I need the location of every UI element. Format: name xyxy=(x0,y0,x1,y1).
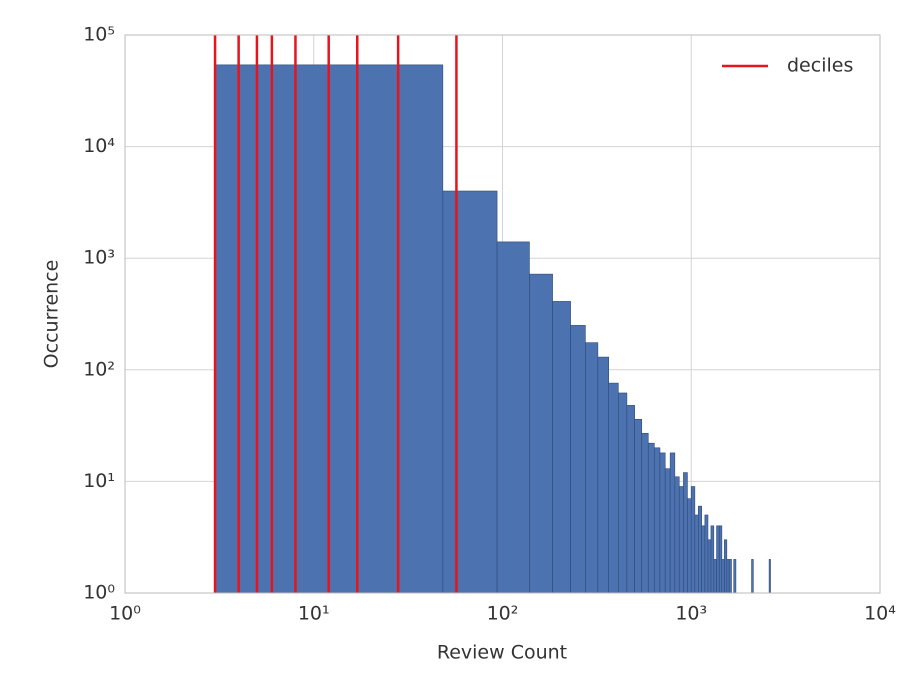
bar xyxy=(664,468,671,594)
plot-frame xyxy=(124,34,881,594)
bar xyxy=(597,356,610,594)
y-tick-label: 10⁰ xyxy=(83,582,115,604)
bar xyxy=(704,514,709,594)
bar xyxy=(669,452,676,594)
x-tick-label: 10³ xyxy=(675,603,707,625)
bar xyxy=(659,452,666,594)
bar xyxy=(641,432,649,594)
bar xyxy=(552,301,571,594)
bar xyxy=(694,514,699,594)
bar xyxy=(674,476,680,594)
bar xyxy=(728,559,732,594)
y-tick-label: 10⁴ xyxy=(83,135,115,157)
bar xyxy=(724,539,728,594)
x-tick-label: 10¹ xyxy=(298,603,330,625)
x-tick-label: 10² xyxy=(487,603,519,625)
bar xyxy=(608,382,619,594)
bar xyxy=(721,559,725,594)
bar xyxy=(710,525,715,594)
bar xyxy=(701,525,706,594)
bar xyxy=(634,419,643,594)
legend-label: deciles xyxy=(787,55,853,77)
bar xyxy=(751,559,754,594)
bar xyxy=(626,405,635,594)
bar xyxy=(585,342,599,594)
x-tick-label: 10⁴ xyxy=(864,603,896,625)
bar xyxy=(618,392,628,594)
y-tick-label: 10² xyxy=(83,358,115,380)
bar xyxy=(678,486,684,594)
legend: deciles xyxy=(722,55,853,77)
y-tick-label: 10¹ xyxy=(83,470,115,492)
bar xyxy=(716,525,720,594)
bar xyxy=(718,525,723,594)
bar xyxy=(654,447,661,594)
bar xyxy=(733,559,737,594)
bar xyxy=(683,472,688,594)
y-tick-label: 10⁵ xyxy=(83,24,115,46)
bar xyxy=(442,190,498,594)
y-axis-label: Occurrence xyxy=(41,260,63,369)
bar xyxy=(570,325,586,594)
bar xyxy=(529,273,553,594)
bar xyxy=(713,559,717,594)
x-axis-label: Review Count xyxy=(437,642,567,664)
bar xyxy=(690,486,696,594)
bar xyxy=(707,539,712,594)
bar xyxy=(726,559,730,594)
x-tick-label: 10⁰ xyxy=(109,603,141,625)
bar xyxy=(768,559,771,594)
bar xyxy=(647,442,655,594)
bar xyxy=(698,505,702,594)
y-tick-label: 10³ xyxy=(83,247,115,269)
deciles xyxy=(213,35,458,593)
bar xyxy=(496,241,530,594)
bar xyxy=(687,498,692,594)
